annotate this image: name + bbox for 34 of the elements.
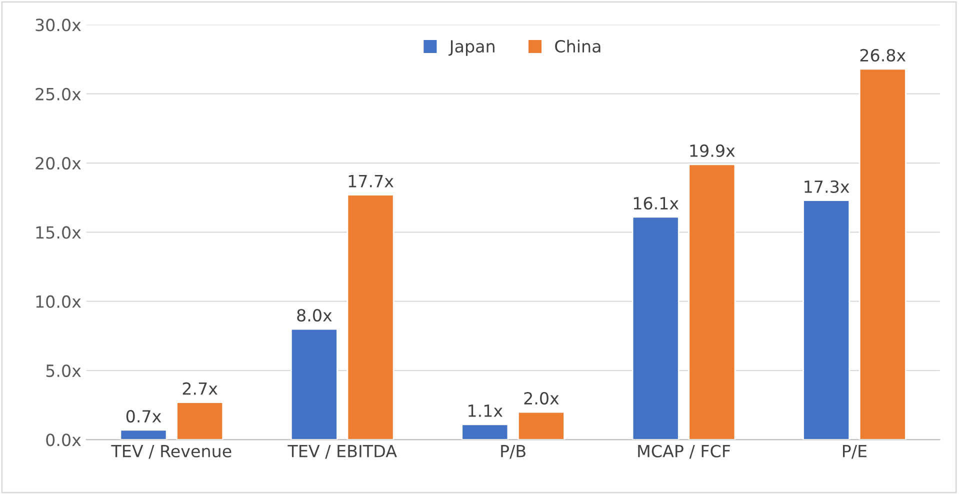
y-tick-label: 30.0x [36,18,81,32]
data-label: 19.9x [690,144,735,158]
bar [290,328,338,440]
bar [517,411,565,440]
legend-label: China [555,40,600,53]
data-label: 16.1x [634,196,679,210]
data-label: 1.1x [468,404,503,417]
bar [688,164,736,440]
bar [461,424,509,440]
y-tick-label: 10.0x [36,295,81,308]
y-tick-label: 5.0x [46,364,81,378]
bar [802,200,850,440]
x-tick-label: P/B [501,445,526,459]
data-label: 0.7x [126,410,162,423]
x-tick-label: TEV / EBITDA [288,445,397,459]
bar [632,216,680,440]
bar [176,402,224,440]
bar [858,68,906,440]
y-tick-label: 25.0x [36,88,81,100]
y-tick-label: 20.0x [36,156,81,170]
x-tick-label: TEV / Revenue [111,445,232,459]
y-tick-label: 0.0x [46,434,81,446]
x-tick-label: MCAP / FCF [638,444,730,459]
legend-label: Japan [448,40,494,56]
data-label: 17.7x [348,175,394,188]
data-label: 26.8x [860,48,906,62]
bar [120,429,168,440]
x-tick-label: P/E [843,445,866,459]
bar [346,194,394,440]
data-label: 2.7x [182,382,218,395]
y-tick-label: 15.0x [36,226,81,239]
data-label: 17.3x [804,180,850,193]
data-label: 8.0x [297,309,332,322]
data-label: 2.0x [524,392,559,405]
